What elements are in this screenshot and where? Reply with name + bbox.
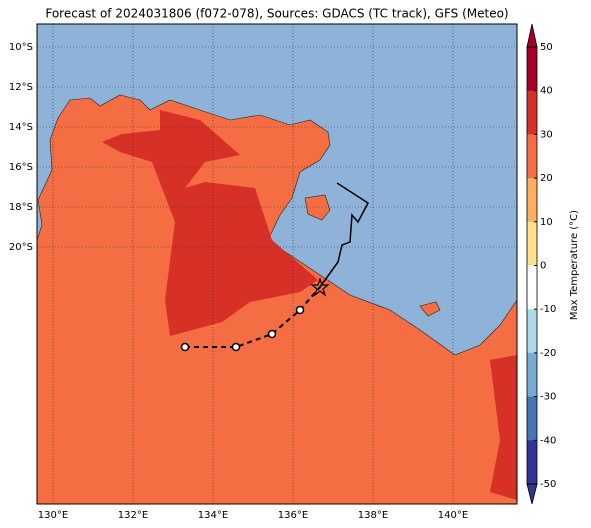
colorbar-band [527,47,537,91]
colorbar-band [527,396,537,441]
colorbar-tick-label: 40 [540,86,553,97]
title: Forecast of 2024031806 (f072-078), Sourc… [45,7,508,21]
colorbar-tick-label: -20 [540,348,556,359]
colorbar-band [527,90,537,135]
lon-label: 138°E [358,510,388,521]
lon-label: 130°E [38,510,68,521]
colorbar [526,23,538,505]
island [304,194,331,221]
colorbar-band [527,309,537,354]
land [36,94,518,505]
colorbar-band [527,134,537,179]
colorbar-band [527,352,537,397]
lat-label: 12°S [9,82,33,93]
lat-label: 10°S [9,42,33,53]
colorbar-tick-label: -40 [540,435,556,446]
hot-region [102,110,318,336]
lon-label: 136°E [278,510,308,521]
colorbar-tick-label: 30 [540,129,553,140]
lat-label: 18°S [9,202,33,213]
lat-label: 14°S [9,122,33,133]
colorbar-tick-label: 10 [540,217,553,228]
colorbar-tick-label: 50 [540,42,553,53]
lon-label: 132°E [118,510,148,521]
colorbar-band [527,440,537,485]
map-frame [36,23,518,505]
lon-label: 140°E [438,510,468,521]
colorbar-label: Max Temperature (°C) [569,210,580,320]
colorbar-band [527,265,537,310]
colorbar-tick-label: 20 [540,173,553,184]
lon-label: 134°E [198,510,228,521]
colorbar-tick-label: -30 [540,392,556,403]
past-track [185,286,321,348]
lat-label: 20°S [9,242,33,253]
colorbar-band [527,221,537,266]
island [419,301,441,317]
colorbar-extend [526,483,538,505]
colorbar-tick-label: -10 [540,304,556,315]
forecast-track [319,182,369,288]
current-position [310,277,330,297]
colorbar-tick-label: 0 [540,261,546,272]
lat-label: 16°S [9,162,33,173]
colorbar-tick-label: -50 [540,479,556,490]
track-points [180,305,305,352]
hot-region [490,355,517,500]
colorbar-band [527,178,537,223]
map [36,23,518,505]
colorbar-extend [526,23,538,48]
